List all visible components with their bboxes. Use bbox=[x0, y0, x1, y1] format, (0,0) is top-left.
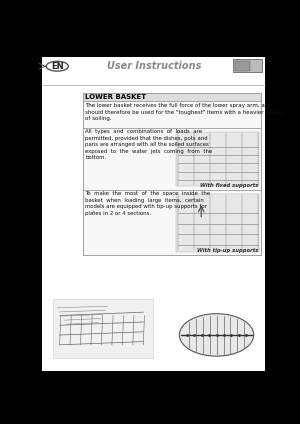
FancyBboxPatch shape bbox=[83, 93, 261, 255]
Ellipse shape bbox=[179, 314, 254, 356]
Text: To  make  the  most  of  the  space  inside  the
basket  when  loading  large  i: To make the most of the space inside the… bbox=[85, 191, 210, 216]
Text: With tip-up supports: With tip-up supports bbox=[197, 248, 259, 253]
Text: With fixed supports: With fixed supports bbox=[200, 183, 259, 188]
FancyBboxPatch shape bbox=[176, 193, 259, 252]
FancyBboxPatch shape bbox=[42, 57, 266, 371]
FancyBboxPatch shape bbox=[83, 128, 261, 190]
Text: EN: EN bbox=[51, 62, 64, 71]
FancyBboxPatch shape bbox=[233, 59, 262, 73]
Ellipse shape bbox=[46, 61, 68, 71]
FancyBboxPatch shape bbox=[83, 190, 261, 255]
Text: User Instructions: User Instructions bbox=[106, 61, 201, 71]
Text: The lower basket receives the full force of the lower spray arm, and
should ther: The lower basket receives the full force… bbox=[85, 103, 285, 121]
FancyBboxPatch shape bbox=[83, 101, 261, 128]
FancyBboxPatch shape bbox=[83, 93, 261, 101]
FancyBboxPatch shape bbox=[176, 131, 259, 187]
Text: LOWER BASKET: LOWER BASKET bbox=[85, 94, 146, 100]
FancyBboxPatch shape bbox=[52, 299, 153, 358]
FancyBboxPatch shape bbox=[235, 61, 250, 71]
Text: All  types  and  combinations  of  loads  are
permitted, provided that the dishe: All types and combinations of loads are … bbox=[85, 129, 212, 160]
